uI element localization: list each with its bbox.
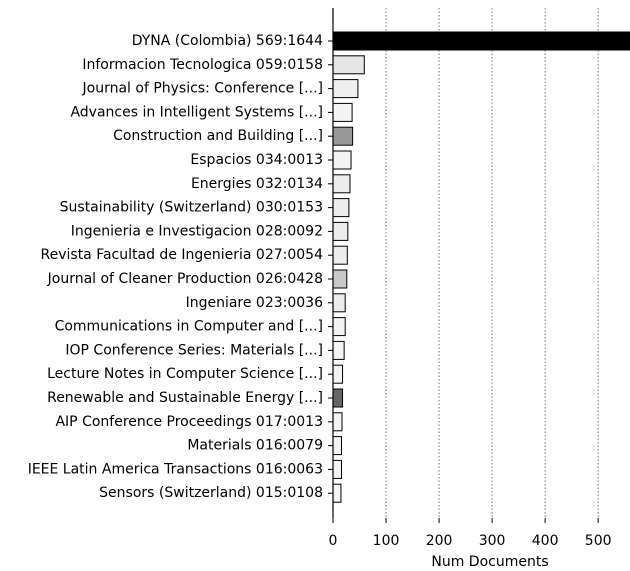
x-tick-label: 400 xyxy=(532,533,559,549)
y-tick-label: Sensors (Switzerland) 015:0108 xyxy=(99,485,323,501)
x-tick-label: 100 xyxy=(373,533,400,549)
bar xyxy=(332,269,348,289)
bar xyxy=(332,245,348,265)
y-tick-label: Informacion Tecnologica 059:0158 xyxy=(82,57,323,73)
bar xyxy=(332,31,630,51)
y-tick-label: IEEE Latin America Transactions 016:0063 xyxy=(28,461,323,477)
x-tick-label: 300 xyxy=(479,533,506,549)
y-tick-label: Renewable and Sustainable Energy [...] xyxy=(47,390,323,406)
y-tick-label: Lecture Notes in Computer Science [...] xyxy=(47,366,323,382)
y-tick-label: IOP Conference Series: Materials [...] xyxy=(65,342,323,358)
bar xyxy=(332,198,350,218)
bar xyxy=(332,412,343,432)
bar xyxy=(332,483,342,503)
y-tick-label: Advances in Intelligent Systems [...] xyxy=(70,104,323,120)
bar xyxy=(332,126,354,146)
y-tick-label: Materials 016:0079 xyxy=(187,438,323,454)
y-tick-label: Ingeniare 023:0036 xyxy=(186,295,324,311)
y-tick-label: Sustainability (Switzerland) 030:0153 xyxy=(60,200,323,216)
bar xyxy=(332,293,346,313)
x-tick-label: 200 xyxy=(426,533,453,549)
bar xyxy=(332,436,342,456)
bar xyxy=(332,317,346,337)
y-tick-label: AIP Conference Proceedings 017:0013 xyxy=(55,414,323,430)
bar xyxy=(332,221,349,241)
y-tick-label: Espacios 034:0013 xyxy=(190,152,323,168)
bar xyxy=(332,340,345,360)
y-tick-label: Energies 032:0134 xyxy=(191,176,323,192)
bar xyxy=(332,150,352,170)
bar xyxy=(332,174,351,194)
bar xyxy=(332,55,365,75)
y-tick-label: Communications in Computer and [...] xyxy=(55,319,323,335)
bar xyxy=(332,79,359,99)
y-tick-label: Revista Facultad de Ingenieria 027:0054 xyxy=(41,247,324,263)
y-tick-label: DYNA (Colombia) 569:1644 xyxy=(132,33,323,49)
bar xyxy=(332,364,344,384)
y-tick-label: Ingenieria e Investigacion 028:0092 xyxy=(71,223,323,239)
y-tick-label: Construction and Building [...] xyxy=(113,128,323,144)
x-axis-label: Num Documents xyxy=(431,554,548,570)
bar xyxy=(332,388,344,408)
x-tick-label: 0 xyxy=(329,533,338,549)
x-tick-label: 500 xyxy=(585,533,612,549)
bar xyxy=(332,459,342,479)
y-tick-label: Journal of Physics: Conference [...] xyxy=(82,81,323,97)
bar xyxy=(332,102,353,122)
y-tick-label: Journal of Cleaner Production 026:0428 xyxy=(47,271,323,287)
